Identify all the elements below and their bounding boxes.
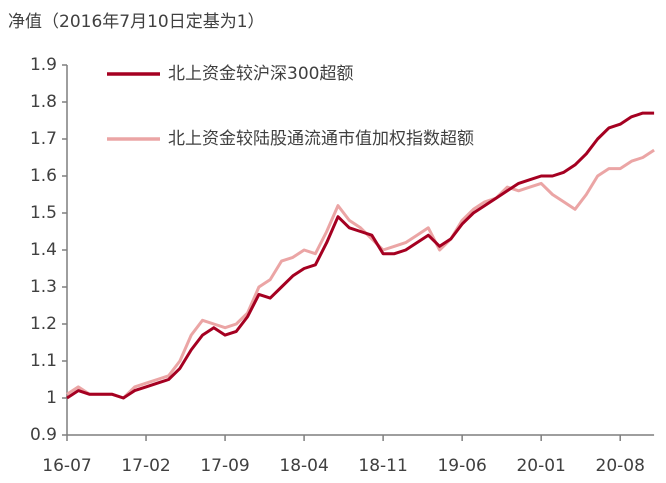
x-tick-label: 17-09 bbox=[200, 456, 249, 476]
y-tick-label: 1 bbox=[46, 388, 57, 408]
x-tick-label: 20-01 bbox=[516, 456, 565, 476]
chart-title: 净值（2016年7月10日定基为1） bbox=[8, 12, 265, 32]
y-tick-label: 1.4 bbox=[30, 240, 57, 260]
series-line bbox=[66, 111, 655, 400]
x-tick-label: 19-06 bbox=[437, 456, 486, 476]
y-tick-label: 1.5 bbox=[30, 203, 57, 223]
y-tick-label: 1.2 bbox=[30, 314, 57, 334]
legend-label: 北上资金较陆股通流通市值加权指数超额 bbox=[168, 129, 474, 149]
x-tick-label: 18-11 bbox=[358, 456, 407, 476]
series-line bbox=[66, 148, 655, 400]
y-tick-label: 0.9 bbox=[30, 425, 57, 445]
y-tick-label: 1.3 bbox=[30, 277, 57, 297]
y-tick-label: 1.7 bbox=[30, 129, 57, 149]
x-tick-label: 17-02 bbox=[121, 456, 170, 476]
x-tick-label: 18-04 bbox=[279, 456, 328, 476]
legend-label: 北上资金较沪深300超额 bbox=[168, 64, 353, 84]
y-tick-label: 1.6 bbox=[30, 166, 57, 186]
y-tick-label: 1.1 bbox=[30, 351, 57, 371]
x-tick-label: 20-08 bbox=[596, 456, 645, 476]
y-tick-label: 1.9 bbox=[30, 55, 57, 75]
x-tick-label: 16-07 bbox=[42, 456, 91, 476]
y-tick-label: 1.8 bbox=[30, 92, 57, 112]
